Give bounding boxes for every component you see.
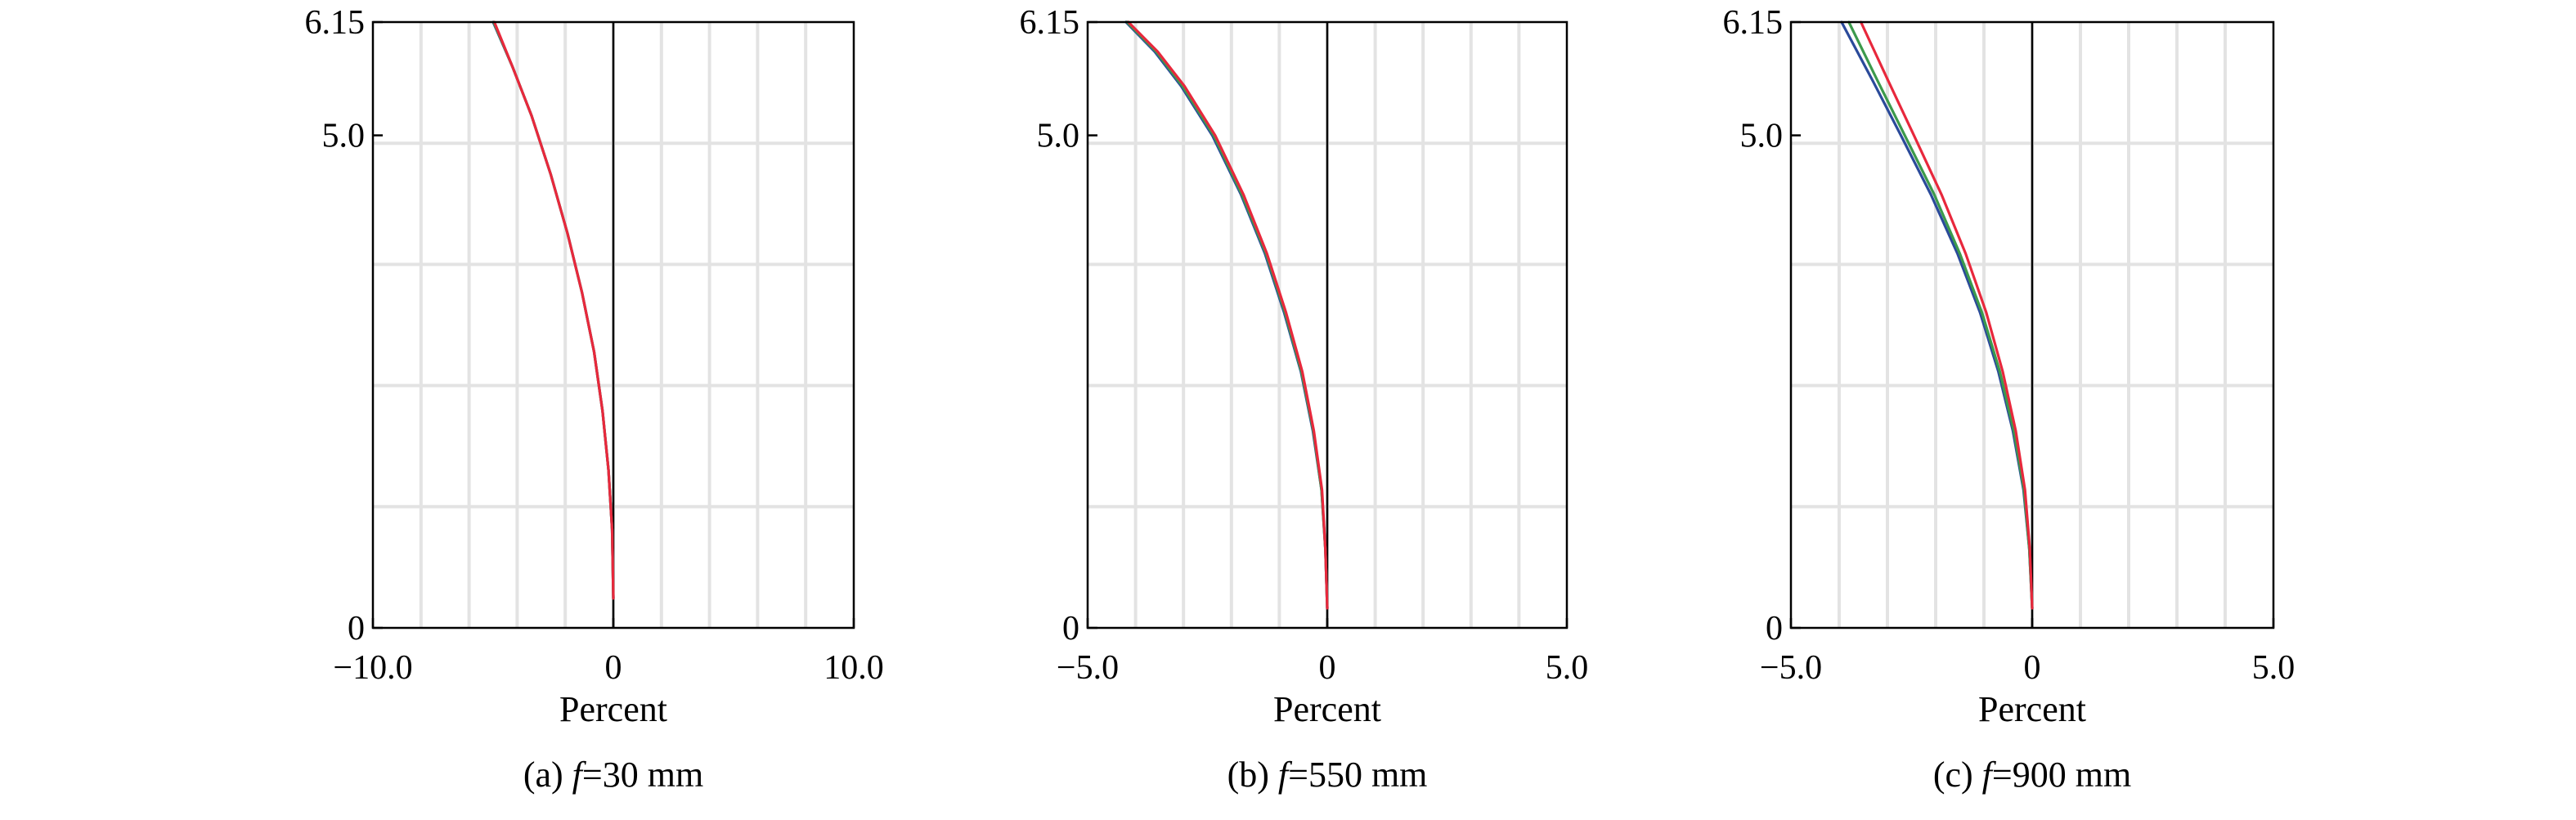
x-axis-label-a: Percent: [559, 689, 667, 729]
y-tick-label: 6.15: [305, 4, 366, 42]
series-line-green-b: [1125, 20, 1329, 610]
x-tick-label: −10.0: [333, 649, 412, 687]
x-tick-label: −5.0: [1057, 649, 1119, 687]
x-tick-label: 0: [1319, 649, 1336, 687]
x-tick-label: 5.0: [2252, 649, 2296, 687]
series-line-red-a: [492, 20, 615, 600]
y-tick-label: 5.0: [1740, 118, 1784, 155]
caption-prefix: (b): [1227, 755, 1278, 795]
y-tick-label: 0: [348, 610, 365, 647]
caption-suffix: =900 mm: [1992, 755, 2131, 795]
y-tick-label: 6.15: [1020, 4, 1080, 42]
x-tick-label: 10.0: [824, 649, 884, 687]
caption-prefix: (c): [1933, 755, 1982, 795]
x-tick-label: 0: [605, 649, 622, 687]
y-tick-label: 0: [1062, 610, 1079, 647]
panel-caption-b: (b) f=550 mm: [1227, 755, 1428, 795]
y-tick-label: 5.0: [1037, 118, 1080, 155]
caption-suffix: =550 mm: [1288, 755, 1427, 795]
series-line-green-c: [1847, 20, 2034, 610]
panel-caption-c: (c) f=900 mm: [1933, 755, 2131, 795]
series-line-red-c: [1860, 20, 2034, 610]
y-tick-label: 6.15: [1723, 4, 1784, 42]
x-tick-label: −5.0: [1760, 649, 1822, 687]
series-line-blue-b: [1124, 20, 1329, 610]
x-tick-label: 5.0: [1546, 649, 1589, 687]
x-tick-label: 0: [2024, 649, 2041, 687]
y-tick-label: 5.0: [322, 118, 366, 155]
series-line-red-b: [1127, 20, 1329, 610]
series-line-blue-a: [491, 20, 615, 600]
x-axis-label-b: Percent: [1273, 689, 1381, 729]
caption-suffix: =30 mm: [582, 755, 703, 795]
caption-prefix: (a): [523, 755, 572, 795]
y-tick-label: 0: [1766, 610, 1783, 647]
x-axis-label-c: Percent: [1978, 689, 2086, 729]
panel-caption-a: (a) f=30 mm: [523, 755, 703, 795]
series-line-green-a: [491, 20, 615, 600]
